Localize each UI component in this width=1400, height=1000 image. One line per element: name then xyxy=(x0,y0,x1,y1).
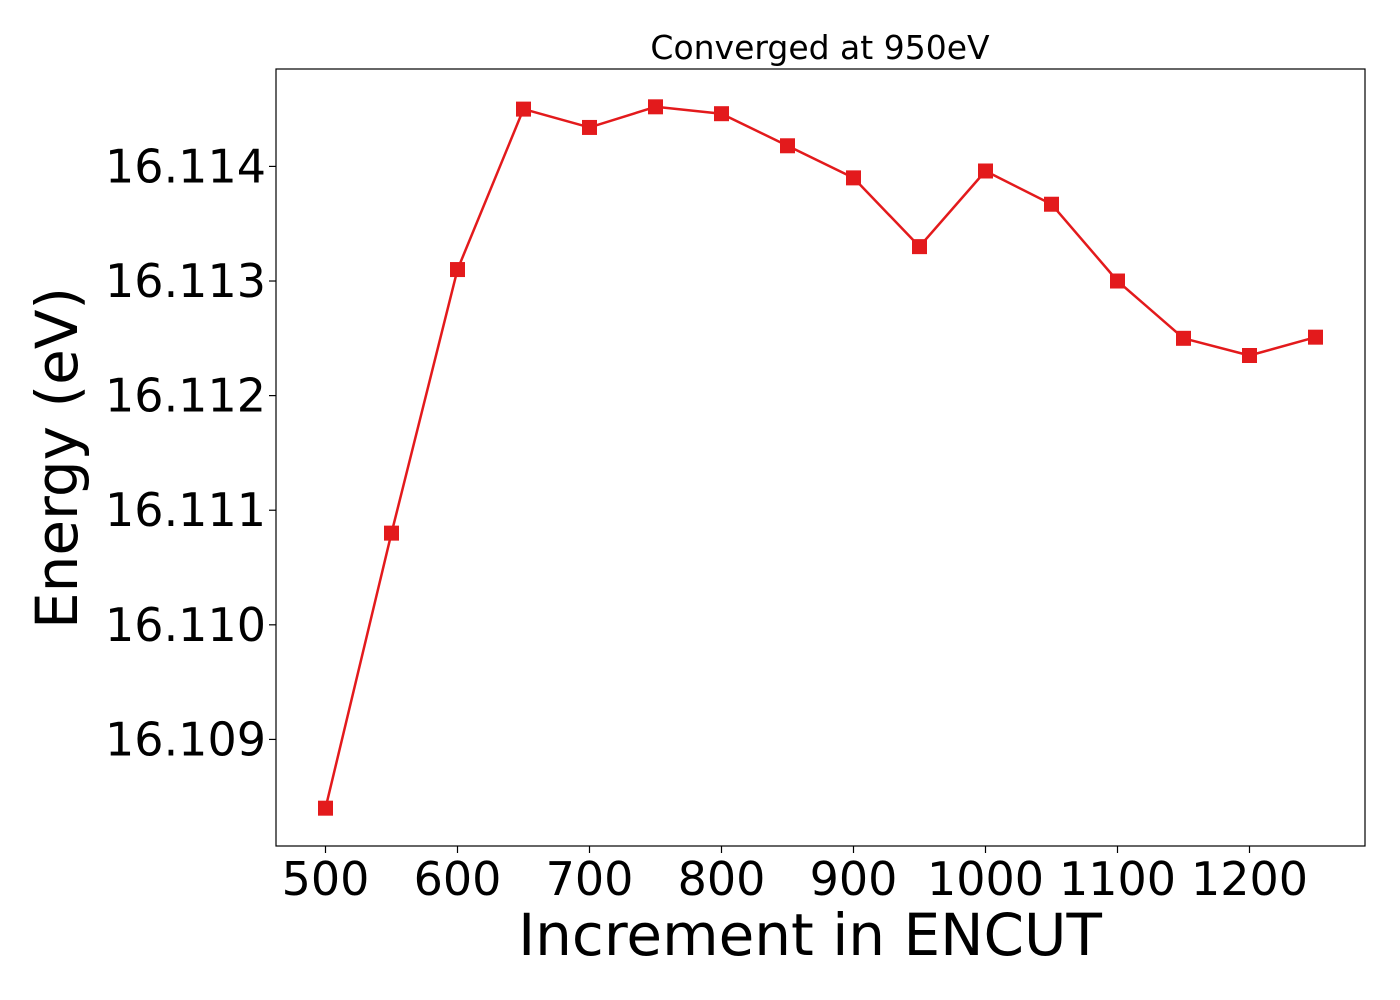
data-point-marker xyxy=(648,99,663,115)
y-axis-label: Energy (eV) xyxy=(23,287,91,629)
data-point-marker xyxy=(978,163,993,179)
y-tick-label: 16.113 xyxy=(105,254,266,308)
y-tick-label: 16.110 xyxy=(105,598,266,652)
x-tick-label: 900 xyxy=(810,852,898,906)
ticks-layer: 500 600 700 800 900 1000 1100 1200 16.109 16.110 1… xyxy=(105,139,1308,906)
y-tick-label: 16.111 xyxy=(105,483,266,537)
data-layer xyxy=(318,99,1323,816)
data-point-marker xyxy=(582,119,597,135)
plot-area-frame xyxy=(275,68,1366,847)
x-tick-label: 1000 xyxy=(927,852,1044,906)
x-tick-label: 600 xyxy=(414,852,502,906)
x-tick-label: 1200 xyxy=(1191,852,1308,906)
data-point-marker xyxy=(912,239,927,255)
data-point-marker xyxy=(450,262,465,278)
x-tick-label: 800 xyxy=(678,852,766,906)
data-point-marker xyxy=(1044,196,1059,212)
data-point-marker xyxy=(1242,348,1257,364)
data-point-marker xyxy=(714,106,729,122)
data-point-marker xyxy=(846,170,861,186)
chart-title: Converged at 950eV xyxy=(650,28,990,67)
data-point-marker xyxy=(318,800,333,816)
x-tick-label: 700 xyxy=(546,852,634,906)
data-point-marker xyxy=(1110,273,1125,289)
data-point-marker xyxy=(1176,330,1191,346)
data-point-marker xyxy=(516,101,531,117)
y-tick-label: 16.109 xyxy=(105,712,266,766)
data-point-marker xyxy=(384,525,399,541)
x-tick-label: 1100 xyxy=(1059,852,1176,906)
data-point-marker xyxy=(780,138,795,154)
y-tick-label: 16.112 xyxy=(105,369,266,423)
x-axis-label: Increment in ENCUT xyxy=(518,901,1102,969)
series-line xyxy=(324,105,1316,809)
x-tick-label: 500 xyxy=(282,852,370,906)
y-tick-label: 16.114 xyxy=(105,139,266,193)
data-point-marker xyxy=(1308,329,1323,345)
